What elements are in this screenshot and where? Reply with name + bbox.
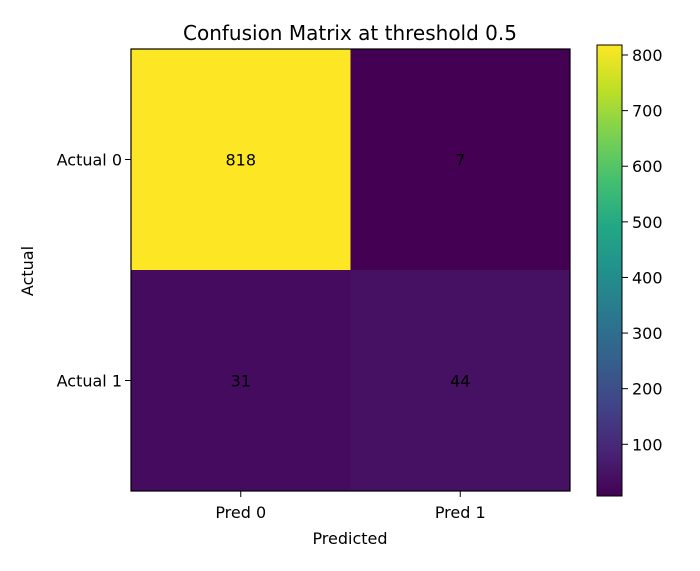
x-tick-label: Pred 0	[215, 503, 266, 522]
colorbar	[596, 44, 623, 497]
colorbar-tick-label: 500	[632, 213, 663, 232]
y-tick-label: Actual 0	[57, 151, 122, 170]
colorbar-ticks: 100 200 300 400 500 600 700 800	[622, 46, 663, 454]
heatmap-cells	[131, 49, 571, 492]
cell-value-labels: 818 7 31 44	[225, 151, 470, 391]
y-tick-label: Actual 1	[57, 372, 122, 391]
heatmap-cell	[131, 270, 351, 492]
cell-value-label: 31	[231, 372, 251, 391]
x-axis-title: Predicted	[312, 529, 387, 548]
chart-title: Confusion Matrix at threshold 0.5	[183, 21, 517, 45]
cell-value-label: 44	[450, 372, 470, 391]
colorbar-tick-label: 100	[632, 435, 663, 454]
x-axis-ticks: Pred 0 Pred 1	[215, 491, 486, 522]
colorbar-tick-label: 200	[632, 380, 663, 399]
colorbar-tick-label: 700	[632, 102, 663, 121]
colorbar-tick-label: 600	[632, 157, 663, 176]
colorbar-tick-label: 800	[632, 46, 663, 65]
heatmap-cell	[350, 270, 571, 492]
colorbar-tick-label: 400	[632, 268, 663, 287]
plot-frame	[130, 48, 571, 492]
y-axis-title: Actual	[18, 246, 37, 296]
cell-value-label: 818	[225, 151, 256, 170]
heatmap-cell	[350, 49, 571, 271]
colorbar-tick-label: 300	[632, 324, 663, 343]
y-axis-ticks: Actual 0 Actual 1	[57, 151, 131, 391]
cell-value-label: 7	[455, 151, 465, 170]
heatmap-cell	[131, 49, 351, 271]
x-tick-label: Pred 1	[435, 503, 486, 522]
